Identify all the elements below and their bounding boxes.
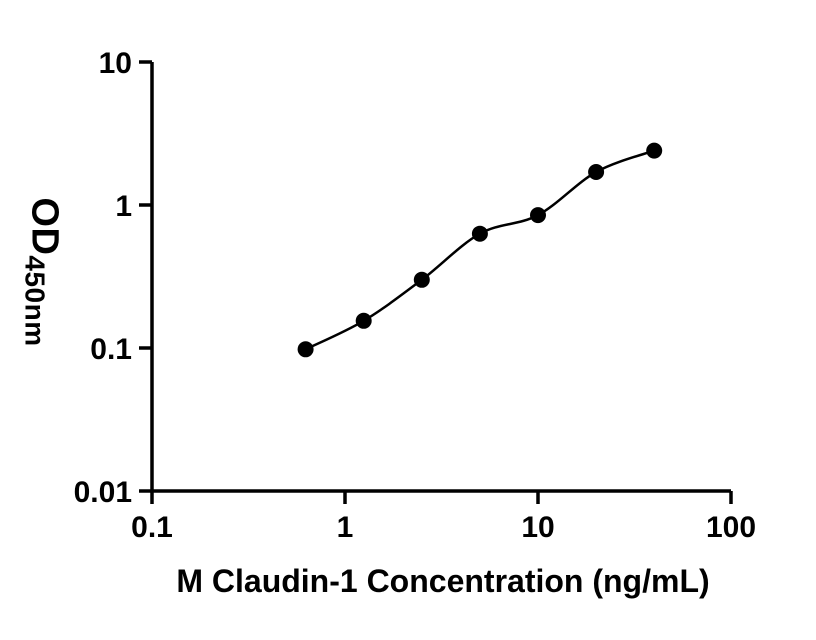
x-tick-label: 100 [706,511,756,544]
x-tick-label: 1 [337,511,354,544]
data-point [297,341,314,358]
axes-line [150,62,731,493]
data-point [355,312,372,329]
x-tick-label: 10 [521,511,554,544]
x-axis-title: M Claudin-1 Concentration (ng/mL) [176,563,710,599]
y-tick-label: 1 [115,190,132,223]
y-axis-title-subscript: 450nm [19,255,51,347]
y-axis-title-main: OD [23,197,66,256]
y-tick-label: 0.1 [90,333,132,366]
data-point [646,142,663,159]
data-point [471,225,488,242]
y-tick-label: 10 [99,47,132,80]
y-tick-label: 0.01 [74,476,132,509]
y-axis-title: OD450nm [19,197,66,347]
data-point [588,164,605,180]
x-tick-label: 0.1 [131,511,173,544]
data-point [530,207,546,224]
data-point [413,271,430,288]
